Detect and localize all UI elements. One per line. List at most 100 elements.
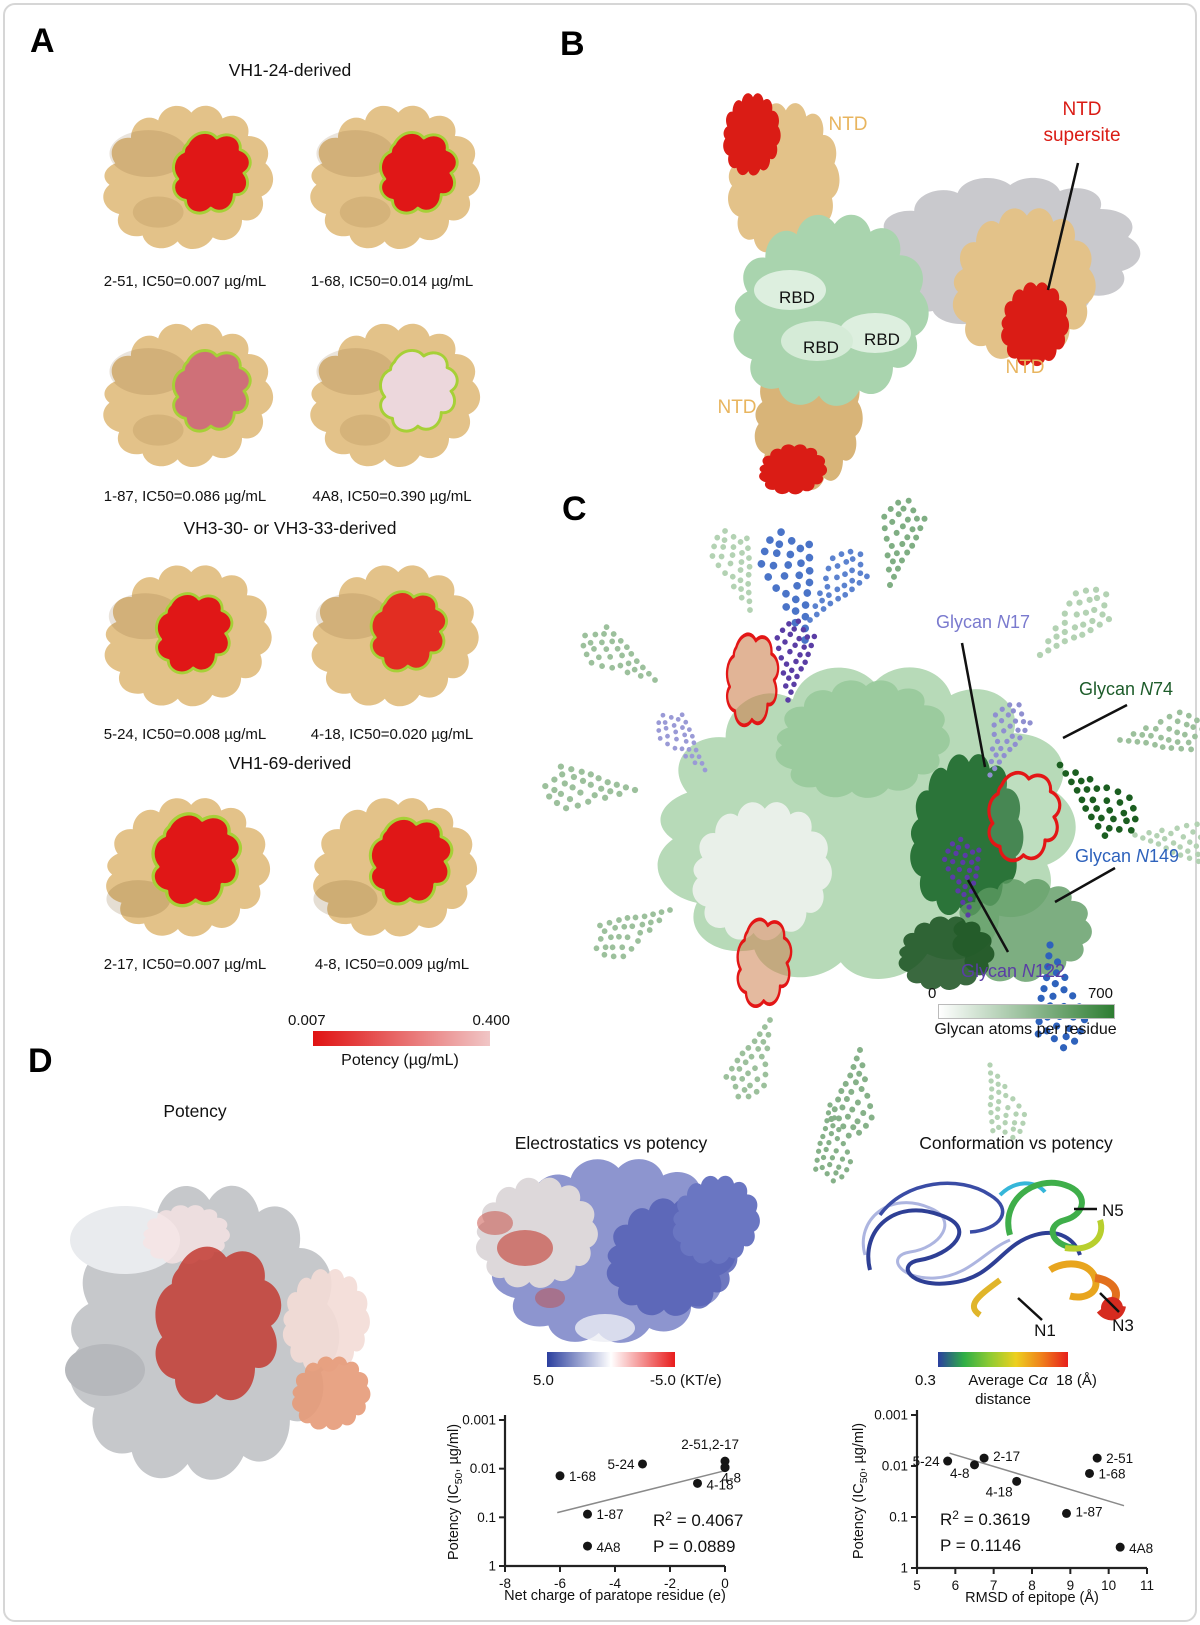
- glycan-n122-leader-line: [966, 879, 1010, 953]
- caption-1-87: 1-87, IC50=0.086 µg/mL: [103, 488, 267, 505]
- potency-subtitle: Potency: [163, 1101, 227, 1121]
- data-point-5-24: [638, 1459, 647, 1469]
- n5-label: N5: [1102, 1201, 1124, 1220]
- point-label-4-8: 4-8: [721, 1471, 741, 1486]
- point-label-1-68: 1-68: [1099, 1466, 1126, 1481]
- glycan-n149-leader-line: [1054, 866, 1116, 904]
- caption-1-68: 1-68, IC50=0.014 µg/mL: [310, 273, 474, 290]
- protein-surface-4-8: [313, 798, 478, 937]
- x-tick-label: -6: [554, 1576, 566, 1591]
- y-tick-label: 1: [900, 1561, 908, 1576]
- r-squared-annotation: R2 = 0.3619: [940, 1508, 1030, 1529]
- point-label-1-87: 1-87: [1076, 1504, 1103, 1519]
- potency-surface: [65, 1185, 371, 1480]
- protein-surface-4a8: [310, 323, 481, 468]
- potency-bar-caption: Potency (µg/mL): [341, 1052, 459, 1069]
- rbd-label-2: RBD: [864, 330, 900, 349]
- protein-surface-2-17: [106, 798, 271, 937]
- data-point-4A8: [1115, 1542, 1125, 1552]
- protein-surface-5-24: [104, 565, 272, 707]
- data-point-1-87: [1062, 1508, 1071, 1518]
- data-point-1-87: [583, 1509, 592, 1519]
- protein-surface-2-51: [103, 105, 274, 250]
- n3-leader-line: [1099, 1292, 1120, 1313]
- ntd-label-right: NTD: [1005, 357, 1044, 378]
- glycan-blue-top-cluster: [750, 521, 880, 651]
- glycan-bar-caption: Glycan atoms per residue: [934, 1021, 1117, 1038]
- potency-bar-min: 0.007: [288, 1012, 326, 1029]
- caption-2-17: 2-17, IC50=0.007 µg/mL: [103, 956, 267, 973]
- electrostatics-bar-left: 5.0: [533, 1372, 554, 1389]
- electrostatics-subtitle: Electrostatics vs potency: [514, 1133, 708, 1153]
- point-label-1-87: 1-87: [597, 1507, 624, 1522]
- caption-4-18: 4-18, IC50=0.020 µg/mL: [310, 726, 474, 743]
- group-title-vh1-69: VH1-69-derived: [228, 753, 352, 773]
- x-tick-label: 0: [721, 1576, 729, 1591]
- x-tick-label: 9: [1067, 1578, 1075, 1593]
- conformation-bar-mid-prefix: Average C: [968, 1372, 1040, 1389]
- point-label-1-68: 1-68: [569, 1469, 596, 1484]
- data-point-4-8: [720, 1463, 730, 1473]
- caption-2-51: 2-51, IC50=0.007 µg/mL: [103, 273, 267, 290]
- ntd-label-left: NTD: [717, 397, 756, 418]
- glycan-shield-view: Glycan N17 Glycan N74 Glycan N149 Glycan…: [542, 493, 1200, 1186]
- y-tick-label: 0.001: [462, 1413, 496, 1428]
- n1-label: N1: [1034, 1321, 1056, 1340]
- caption-4-8: 4-8, IC50=0.009 µg/mL: [314, 956, 470, 973]
- point-label-5-24: 5-24: [913, 1454, 941, 1469]
- glycan-n122-label: Glycan N122: [961, 961, 1065, 981]
- rbd-label-1: RBD: [779, 288, 815, 307]
- p-value-annotation: P = 0.0889: [653, 1537, 735, 1556]
- glycan-bar-min: 0: [928, 985, 937, 1002]
- x-tick-label: 6: [952, 1578, 960, 1593]
- x-tick-label: 5: [913, 1578, 921, 1593]
- point-label-2-51,2-17: 2-51,2-17: [681, 1437, 739, 1452]
- panel-d-letter: D: [28, 1042, 53, 1080]
- alpha-symbol: α: [1039, 1372, 1048, 1389]
- data-point-1-68: [555, 1471, 565, 1481]
- point-label-4-18: 4-18: [707, 1477, 734, 1492]
- y-axis-title: Potency (IC50, µg/ml): [851, 1423, 870, 1559]
- group-title-vh3: VH3-30- or VH3-33-derived: [183, 518, 397, 538]
- x-axis-title: Net charge of paratope residue (e): [504, 1588, 726, 1604]
- point-label-4A8: 4A8: [597, 1540, 621, 1555]
- glycan-n74-label: Glycan N74: [1079, 679, 1173, 699]
- point-label-5-24: 5-24: [607, 1457, 635, 1472]
- conformation-ribbon: N5 N1 N3: [861, 1179, 1134, 1340]
- electrostatic-surface: [475, 1159, 760, 1343]
- conformation-scatter: 5 6 7 8 9 10 11 0.001 0.01 0.1 1 5-24 4-8 2-17 4-18 1-8…: [851, 1408, 1154, 1607]
- glycan-bar-max: 700: [1087, 985, 1113, 1002]
- x-tick-label: -4: [609, 1576, 621, 1591]
- group-title-vh1-24: VH1-24-derived: [228, 60, 352, 80]
- trend-line: [557, 1469, 726, 1514]
- point-label-4-18: 4-18: [986, 1484, 1013, 1499]
- data-point-2-17: [979, 1453, 989, 1463]
- data-point-2-51: [1092, 1453, 1102, 1463]
- caption-5-24: 5-24, IC50=0.008 µg/mL: [103, 726, 267, 743]
- y-tick-label: 0.1: [889, 1510, 908, 1525]
- potency-colorbar: [313, 1031, 490, 1046]
- x-axis-title: RMSD of epitope (Å): [965, 1589, 1099, 1606]
- point-label-2-17: 2-17: [993, 1449, 1020, 1464]
- trend-line: [949, 1452, 1125, 1507]
- panel-c-letter: C: [562, 490, 587, 528]
- x-tick-label: 8: [1028, 1578, 1036, 1593]
- data-point-4-18: [693, 1478, 702, 1488]
- x-tick-label: -8: [499, 1576, 511, 1591]
- protein-surface-1-68: [310, 105, 481, 250]
- n3-label: N3: [1112, 1316, 1134, 1335]
- n1-leader-line: [1017, 1297, 1043, 1321]
- ribbon-n3-loop: [1101, 1297, 1123, 1319]
- data-point-5-24: [943, 1456, 953, 1466]
- rbd-label-3: RBD: [803, 338, 839, 357]
- electrostatics-scatter: -8 -6 -4 -2 0 0.001 0.01 0.1 1 1-68 5-24 1-87 4A8 2-5…: [446, 1413, 743, 1605]
- conformation-bar-min: 0.3: [915, 1372, 936, 1389]
- conformation-bar-mid: Average Cα: [958, 1372, 1058, 1389]
- ntd-label-top: NTD: [828, 114, 867, 135]
- data-point-4-18: [1012, 1476, 1022, 1486]
- spike-trimer-top-view: NTD NTD supersite RBD RBD RBD NTD NTD: [717, 93, 1141, 495]
- conformation-bar-max: 18 (Å): [1056, 1372, 1097, 1389]
- potency-bar-max: 0.400: [472, 1012, 510, 1029]
- rbd-surface: [733, 214, 929, 406]
- caption-4a8: 4A8, IC50=0.390 µg/mL: [312, 488, 472, 505]
